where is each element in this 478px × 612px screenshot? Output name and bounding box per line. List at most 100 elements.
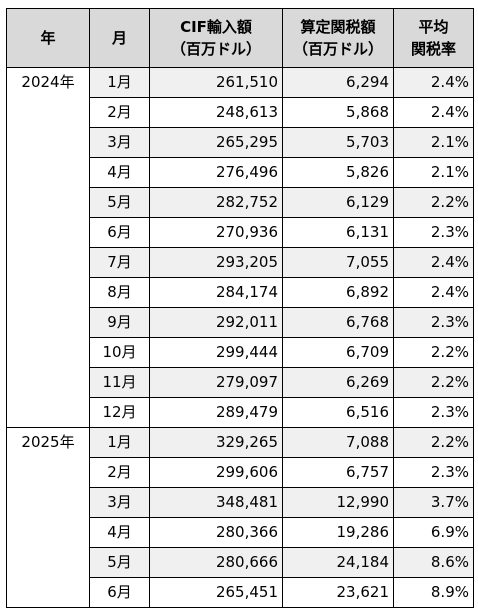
tax-cell: 6,768	[282, 307, 394, 338]
tax-cell: 6,269	[282, 367, 394, 398]
header-cif: CIF輸入額 （百万ドル）	[149, 8, 283, 68]
year-cell: 2025年	[6, 427, 90, 608]
header-cif-line1: CIF輸入額	[180, 18, 252, 36]
rate-cell: 2.3%	[393, 397, 474, 428]
tariff-table: 年 月 CIF輸入額 （百万ドル） 算定関税額 （百万ドル） 平均 関税率 20…	[6, 8, 474, 608]
cif-cell: 248,613	[149, 97, 283, 128]
rate-cell: 8.6%	[393, 547, 474, 578]
tax-cell: 6,709	[282, 337, 394, 368]
month-cell: 5月	[89, 187, 150, 218]
month-cell: 2月	[89, 97, 150, 128]
tax-cell: 12,990	[282, 487, 394, 518]
tax-cell: 6,892	[282, 277, 394, 308]
table-body: 2024年 1月 261,510 6,294 2.4% 2月 248,613 5,868 2.4…	[6, 67, 474, 608]
month-cell: 3月	[89, 487, 150, 518]
table-row: 8月 284,174 6,892 2.4%	[7, 277, 474, 308]
tax-cell: 23,621	[282, 577, 394, 608]
cif-cell: 348,481	[149, 487, 283, 518]
rate-cell: 2.2%	[393, 337, 474, 368]
rate-cell: 2.4%	[393, 67, 474, 98]
header-rate-line1: 平均	[418, 18, 449, 36]
month-cell: 12月	[89, 397, 150, 428]
cif-cell: 265,451	[149, 577, 283, 608]
month-cell: 5月	[89, 547, 150, 578]
month-cell: 4月	[89, 517, 150, 548]
header-row: 年 月 CIF輸入額 （百万ドル） 算定関税額 （百万ドル） 平均 関税率	[6, 8, 474, 68]
rate-cell: 8.9%	[393, 577, 474, 608]
header-tax-line2: （百万ドル）	[292, 40, 383, 58]
month-cell: 1月	[89, 427, 150, 458]
table-row: 6月 265,451 23,621 8.9%	[7, 577, 474, 608]
rate-cell: 2.3%	[393, 457, 474, 488]
tax-cell: 7,088	[282, 427, 394, 458]
tax-cell: 6,294	[282, 67, 394, 98]
cif-cell: 280,666	[149, 547, 283, 578]
header-month: 月	[89, 8, 150, 68]
table-row: 6月 270,936 6,131 2.3%	[7, 217, 474, 248]
month-cell: 6月	[89, 577, 150, 608]
cif-cell: 293,205	[149, 247, 283, 278]
month-cell: 1月	[89, 67, 150, 98]
tax-cell: 5,868	[282, 97, 394, 128]
table-header: 年 月 CIF輸入額 （百万ドル） 算定関税額 （百万ドル） 平均 関税率	[6, 8, 474, 68]
cif-cell: 299,606	[149, 457, 283, 488]
cif-cell: 292,011	[149, 307, 283, 338]
rate-cell: 2.2%	[393, 367, 474, 398]
cif-cell: 276,496	[149, 157, 283, 188]
tax-cell: 24,184	[282, 547, 394, 578]
tax-cell: 6,757	[282, 457, 394, 488]
tax-cell: 6,129	[282, 187, 394, 218]
table-row: 5月 280,666 24,184 8.6%	[7, 547, 474, 578]
table-row: 4月 276,496 5,826 2.1%	[7, 157, 474, 188]
tax-cell: 5,703	[282, 127, 394, 158]
tax-cell: 6,516	[282, 397, 394, 428]
cif-cell: 279,097	[149, 367, 283, 398]
table-row: 11月 279,097 6,269 2.2%	[7, 367, 474, 398]
rate-cell: 3.7%	[393, 487, 474, 518]
year-cell: 2024年	[6, 67, 90, 428]
rate-cell: 2.2%	[393, 427, 474, 458]
cif-cell: 261,510	[149, 67, 283, 98]
tax-cell: 6,131	[282, 217, 394, 248]
month-cell: 9月	[89, 307, 150, 338]
table-row: 3月 348,481 12,990 3.7%	[7, 487, 474, 518]
rate-cell: 6.9%	[393, 517, 474, 548]
month-cell: 4月	[89, 157, 150, 188]
table-row: 2月 299,606 6,757 2.3%	[7, 457, 474, 488]
table-row: 10月 299,444 6,709 2.2%	[7, 337, 474, 368]
cif-cell: 329,265	[149, 427, 283, 458]
cif-cell: 270,936	[149, 217, 283, 248]
month-cell: 10月	[89, 337, 150, 368]
month-cell: 8月	[89, 277, 150, 308]
rate-cell: 2.3%	[393, 217, 474, 248]
table-row: 5月 282,752 6,129 2.2%	[7, 187, 474, 218]
month-cell: 7月	[89, 247, 150, 278]
header-rate: 平均 関税率	[393, 8, 474, 68]
table-row: 3月 265,295 5,703 2.1%	[7, 127, 474, 158]
month-cell: 11月	[89, 367, 150, 398]
cif-cell: 289,479	[149, 397, 283, 428]
tax-cell: 5,826	[282, 157, 394, 188]
cif-cell: 299,444	[149, 337, 283, 368]
table-row: 7月 293,205 7,055 2.4%	[7, 247, 474, 278]
header-cif-line2: （百万ドル）	[170, 40, 261, 58]
month-cell: 3月	[89, 127, 150, 158]
header-rate-line2: 関税率	[410, 40, 456, 58]
rate-cell: 2.1%	[393, 127, 474, 158]
table-row: 2024年 1月 261,510 6,294 2.4%	[6, 67, 474, 428]
rate-cell: 2.1%	[393, 157, 474, 188]
header-tax: 算定関税額 （百万ドル）	[282, 8, 394, 68]
rate-cell: 2.4%	[393, 97, 474, 128]
cif-cell: 284,174	[149, 277, 283, 308]
header-year: 年	[6, 8, 90, 68]
month-cell: 6月	[89, 217, 150, 248]
tax-cell: 19,286	[282, 517, 394, 548]
table-row: 2025年 1月 329,265 7,088 2.2%	[6, 427, 474, 608]
cif-cell: 280,366	[149, 517, 283, 548]
rate-cell: 2.3%	[393, 307, 474, 338]
cif-cell: 265,295	[149, 127, 283, 158]
rate-cell: 2.4%	[393, 247, 474, 278]
table-row: 12月 289,479 6,516 2.3%	[7, 397, 474, 428]
rate-cell: 2.2%	[393, 187, 474, 218]
tax-cell: 7,055	[282, 247, 394, 278]
